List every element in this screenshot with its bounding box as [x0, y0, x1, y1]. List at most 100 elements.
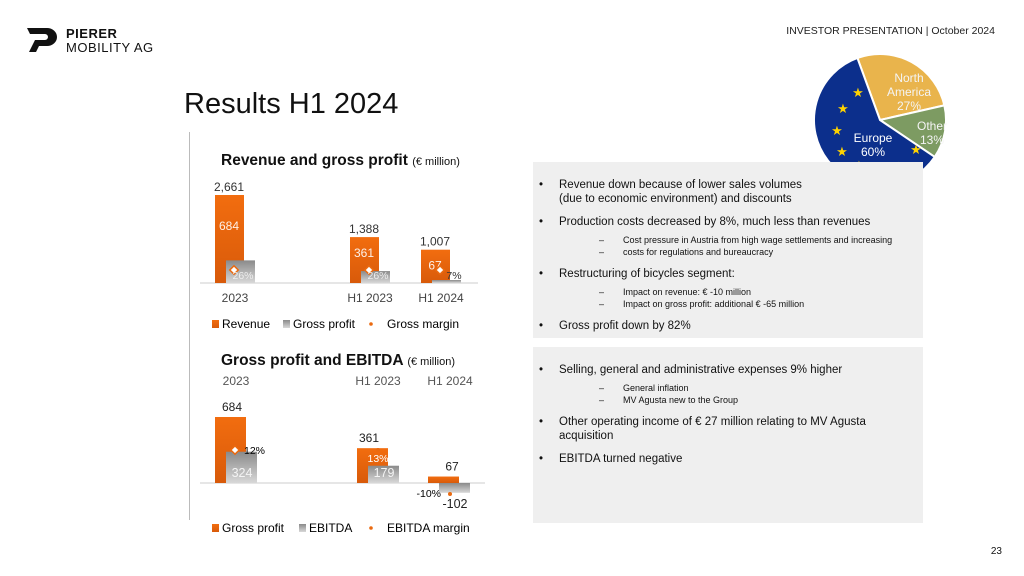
bullet-text: Restructuring of bicycles segment: — [559, 268, 735, 280]
bullet-item: Production costs decreased by 8%, much l… — [533, 215, 923, 258]
ebitda-value: 179 — [374, 466, 395, 480]
sub-bullet-item: Cost pressure in Austria from high wage … — [559, 234, 923, 246]
page-title: Results H1 2024 — [184, 88, 399, 120]
company-name: PIERER MOBILITY AG — [66, 27, 154, 55]
pie-label: Europe — [854, 131, 893, 145]
category-label: H1 2023 — [355, 374, 401, 388]
gross-profit-value: 67 — [445, 460, 459, 474]
ebitda-margin-marker — [229, 444, 241, 456]
bullet-item: EBITDA turned negative — [533, 452, 923, 466]
bullet-text-cont: (due to economic environment) and discou… — [559, 193, 792, 205]
gross-margin-label: 26% — [232, 270, 253, 282]
bullet-item: Other operating income of € 27 million r… — [533, 415, 923, 443]
sub-bullet-item: General inflation — [559, 382, 923, 394]
legend-swatch — [299, 524, 306, 532]
bullet-item: Gross profit down by 82% — [533, 319, 923, 333]
chart2-title-text: Gross profit and EBITDA — [221, 352, 403, 369]
pie-slice — [856, 53, 946, 122]
gross-margin-label: 7% — [446, 270, 461, 282]
legend-marker — [369, 322, 373, 326]
company-logo-icon — [27, 28, 57, 52]
presentation-header: INVESTOR PRESENTATION | October 2024 — [786, 25, 995, 37]
legend-label: Gross profit — [293, 317, 356, 331]
gross-profit-bar — [361, 271, 390, 283]
legend-label: EBITDA margin — [387, 521, 470, 535]
ebitda-bar — [368, 465, 399, 483]
gross-margin-label: 26% — [367, 270, 388, 282]
bullet-text: EBITDA turned negative — [559, 453, 683, 465]
category-label: 2023 — [223, 374, 250, 388]
legend-swatch — [283, 320, 290, 328]
pie-label: North — [894, 71, 923, 85]
revenue-label: 1,388 — [349, 222, 379, 236]
revenue-label: 2,661 — [214, 180, 244, 194]
chart1-title: Revenue and gross profit (€ million) — [221, 152, 460, 170]
pie-label: 13% — [920, 133, 944, 147]
legend-label: EBITDA — [309, 521, 352, 535]
bullet-text: Revenue down because of lower sales volu… — [559, 179, 802, 191]
category-label: H1 2024 — [427, 374, 473, 388]
bullet-item: Selling, general and administrative expe… — [533, 363, 923, 406]
gross-margin-marker — [228, 264, 240, 276]
bullet-text: Gross profit down by 82% — [559, 320, 691, 332]
ebitda-bar — [439, 483, 470, 493]
eu-star-icon: ★ — [837, 101, 849, 116]
revenue-bar — [421, 249, 450, 283]
bullet-text: Other operating income of € 27 million r… — [559, 416, 866, 428]
ebitda-commentary-box: Selling, general and administrative expe… — [533, 347, 923, 523]
ebitda-margin-marker — [448, 492, 452, 496]
ebitda-bar — [226, 451, 257, 483]
charts: 2,661 684 26% 2023 1,388 361 26% H1 2023 1,007 67… — [200, 180, 485, 535]
eu-star-icon: ★ — [836, 144, 848, 159]
legend-label: Gross profit — [222, 521, 285, 535]
sub-bullet-item: MV Agusta new to the Group — [559, 394, 923, 406]
chart1-unit: (€ million) — [412, 156, 460, 168]
ebitda-margin-label: 13% — [367, 453, 388, 465]
sub-bullet-item: Impact on gross profit: additional € -65… — [559, 298, 923, 310]
bullet-item: Revenue down because of lower sales volu… — [533, 178, 923, 206]
legend-swatch — [212, 320, 219, 328]
ebitda-margin-label: 12% — [244, 445, 265, 457]
chart2-title: Gross profit and EBITDA (€ million) — [221, 352, 455, 370]
company-name-line1: PIERER — [66, 26, 118, 41]
legend-label: Gross margin — [387, 317, 459, 331]
legend-label: Revenue — [222, 317, 270, 331]
pie-label: 27% — [897, 99, 921, 113]
gross-margin-marker — [363, 264, 375, 276]
category-label: H1 2023 — [347, 291, 393, 305]
ebitda-value: -102 — [442, 497, 467, 511]
divider — [189, 132, 190, 520]
chart2-unit: (€ million) — [407, 356, 455, 368]
bullet-item: Restructuring of bicycles segment: Impact… — [533, 267, 923, 310]
pie-label: America — [887, 85, 931, 99]
eu-star-icon: ★ — [852, 85, 864, 100]
gross-profit-bar — [432, 280, 461, 283]
pie-label: 60% — [861, 145, 885, 159]
sub-bullet-item: costs for regulations and bureaucracy — [559, 246, 923, 258]
revenue-commentary-box: Revenue down because of lower sales volu… — [533, 162, 923, 338]
gross-profit-value: 361 — [359, 431, 379, 445]
ebitda-value: 324 — [232, 466, 253, 480]
eu-star-icon: ★ — [910, 142, 922, 157]
bullet-text: Selling, general and administrative expe… — [559, 364, 843, 376]
page-number: 23 — [990, 546, 1002, 557]
gross-profit-value: 684 — [222, 400, 242, 414]
chart1-title-text: Revenue and gross profit — [221, 152, 408, 169]
ebitda-margin-marker — [376, 448, 380, 452]
gross-profit-label: 684 — [219, 219, 239, 233]
company-name-line2: MOBILITY AG — [66, 40, 154, 55]
eu-star-icon: ★ — [831, 123, 843, 138]
legend-marker — [369, 526, 373, 530]
pie-label: Other — [917, 119, 947, 133]
legend-swatch — [212, 524, 219, 532]
sub-bullet-item: Impact on revenue: € -10 million — [559, 286, 923, 298]
revenue-label: 1,007 — [420, 235, 450, 249]
category-label: 2023 — [222, 291, 249, 305]
bullet-text: Production costs decreased by 8%, much l… — [559, 216, 871, 228]
gross-profit-bar — [428, 476, 459, 483]
gross-margin-marker — [434, 264, 446, 276]
bullet-text-cont: acquisition — [559, 430, 614, 442]
ebitda-margin-label: -10% — [416, 488, 441, 500]
category-label: H1 2024 — [418, 291, 464, 305]
